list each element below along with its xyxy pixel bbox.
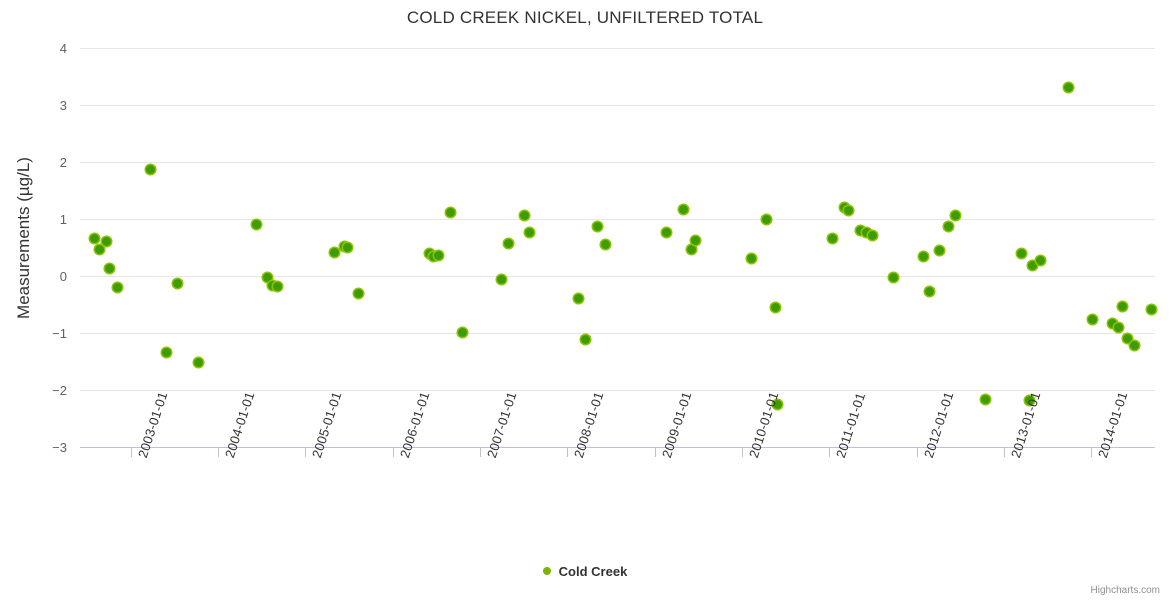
chart-credits[interactable]: Highcharts.com	[1090, 585, 1160, 596]
data-point[interactable]	[251, 219, 261, 229]
data-point[interactable]	[1024, 396, 1034, 406]
data-point[interactable]	[919, 252, 929, 262]
data-point[interactable]	[981, 394, 991, 404]
data-point[interactable]	[868, 231, 878, 241]
y-axis-tick-label: 4	[59, 41, 67, 56]
data-point[interactable]	[445, 207, 455, 217]
data-point[interactable]	[267, 280, 277, 290]
data-point[interactable]	[1088, 314, 1098, 324]
data-point[interactable]	[525, 227, 535, 237]
data-point[interactable]	[1129, 341, 1139, 351]
data-point[interactable]	[574, 294, 584, 304]
x-axis-tick-mark	[217, 448, 219, 457]
y-axis-title: Measurements (µg/L)	[14, 157, 33, 319]
x-axis-tick-mark	[1091, 448, 1093, 457]
y-axis-tick-label: −1	[52, 326, 67, 341]
data-point[interactable]	[925, 286, 935, 296]
data-point[interactable]	[1064, 82, 1074, 92]
x-axis-tick-mark	[567, 448, 569, 457]
data-point[interactable]	[1147, 304, 1156, 314]
gridline	[80, 162, 1155, 163]
data-point[interactable]	[94, 244, 104, 254]
chart-legend: Cold Creek	[0, 563, 1170, 579]
data-point[interactable]	[342, 243, 352, 252]
data-point[interactable]	[113, 283, 123, 293]
y-axis-tick-label: −2	[52, 383, 67, 398]
gridline	[80, 105, 1155, 106]
gridline	[80, 276, 1155, 277]
data-point[interactable]	[354, 289, 364, 299]
data-point[interactable]	[662, 228, 672, 238]
x-axis-tick-mark	[654, 448, 656, 457]
data-point[interactable]	[263, 273, 273, 283]
data-point[interactable]	[1028, 261, 1038, 271]
x-axis-tick-mark	[130, 448, 132, 457]
chart-title: COLD CREEK NICKEL, UNFILTERED TOTAL	[406, 8, 764, 27]
x-axis-tick-mark	[1003, 448, 1005, 457]
y-axis-tick-label: −3	[52, 440, 67, 455]
data-point[interactable]	[519, 210, 529, 220]
data-point[interactable]	[761, 215, 771, 225]
data-point[interactable]	[601, 240, 611, 250]
data-point[interactable]	[862, 227, 872, 237]
data-point[interactable]	[504, 239, 514, 248]
data-point[interactable]	[593, 221, 603, 231]
data-point[interactable]	[497, 274, 507, 284]
legend-item-label: Cold Creek	[558, 564, 628, 580]
gridline	[80, 390, 1155, 391]
data-point[interactable]	[173, 279, 183, 289]
data-point[interactable]	[1016, 248, 1026, 258]
data-point[interactable]	[1118, 302, 1128, 312]
data-point[interactable]	[678, 204, 688, 214]
data-point[interactable]	[888, 272, 898, 282]
y-axis-tick-label: 1	[59, 212, 67, 227]
y-axis-tick-label: 0	[59, 269, 67, 284]
data-point[interactable]	[950, 210, 960, 220]
data-point[interactable]	[828, 233, 838, 243]
y-axis-tick-label: 2	[59, 155, 67, 170]
data-point[interactable]	[856, 225, 866, 235]
data-point[interactable]	[1036, 255, 1046, 265]
data-point[interactable]	[1123, 333, 1133, 343]
data-point[interactable]	[101, 237, 111, 247]
data-point[interactable]	[457, 327, 467, 337]
data-point[interactable]	[90, 233, 100, 243]
legend-marker-icon	[542, 566, 551, 575]
plot-area	[80, 48, 1156, 448]
gridline	[80, 48, 1155, 49]
data-point[interactable]	[1113, 322, 1123, 332]
x-axis-tick-mark	[479, 448, 481, 457]
data-point[interactable]	[934, 245, 944, 255]
x-axis-tick-mark	[916, 448, 918, 457]
data-point[interactable]	[747, 254, 757, 264]
data-point[interactable]	[944, 221, 954, 231]
data-point[interactable]	[329, 248, 339, 258]
data-point[interactable]	[433, 250, 443, 260]
y-axis-tick-label: 3	[59, 98, 67, 113]
data-point[interactable]	[105, 263, 115, 273]
data-point[interactable]	[1107, 318, 1117, 328]
gridline	[80, 219, 1155, 220]
x-axis-tick-mark	[392, 448, 394, 457]
x-axis-tick-mark	[741, 448, 743, 457]
x-axis-line	[80, 447, 1155, 448]
data-point[interactable]	[272, 282, 282, 292]
data-point[interactable]	[194, 357, 204, 367]
data-point[interactable]	[686, 244, 696, 254]
data-point[interactable]	[843, 205, 853, 215]
data-point[interactable]	[146, 165, 156, 175]
data-point[interactable]	[161, 347, 171, 357]
legend-item-cold-creek[interactable]: Cold Creek	[542, 563, 628, 580]
data-point[interactable]	[691, 236, 701, 246]
gridline	[80, 333, 1155, 334]
x-axis-tick-mark	[305, 448, 307, 457]
data-point[interactable]	[581, 335, 591, 345]
x-axis-tick-mark	[829, 448, 831, 457]
data-point[interactable]	[773, 399, 783, 409]
data-point[interactable]	[770, 302, 780, 312]
